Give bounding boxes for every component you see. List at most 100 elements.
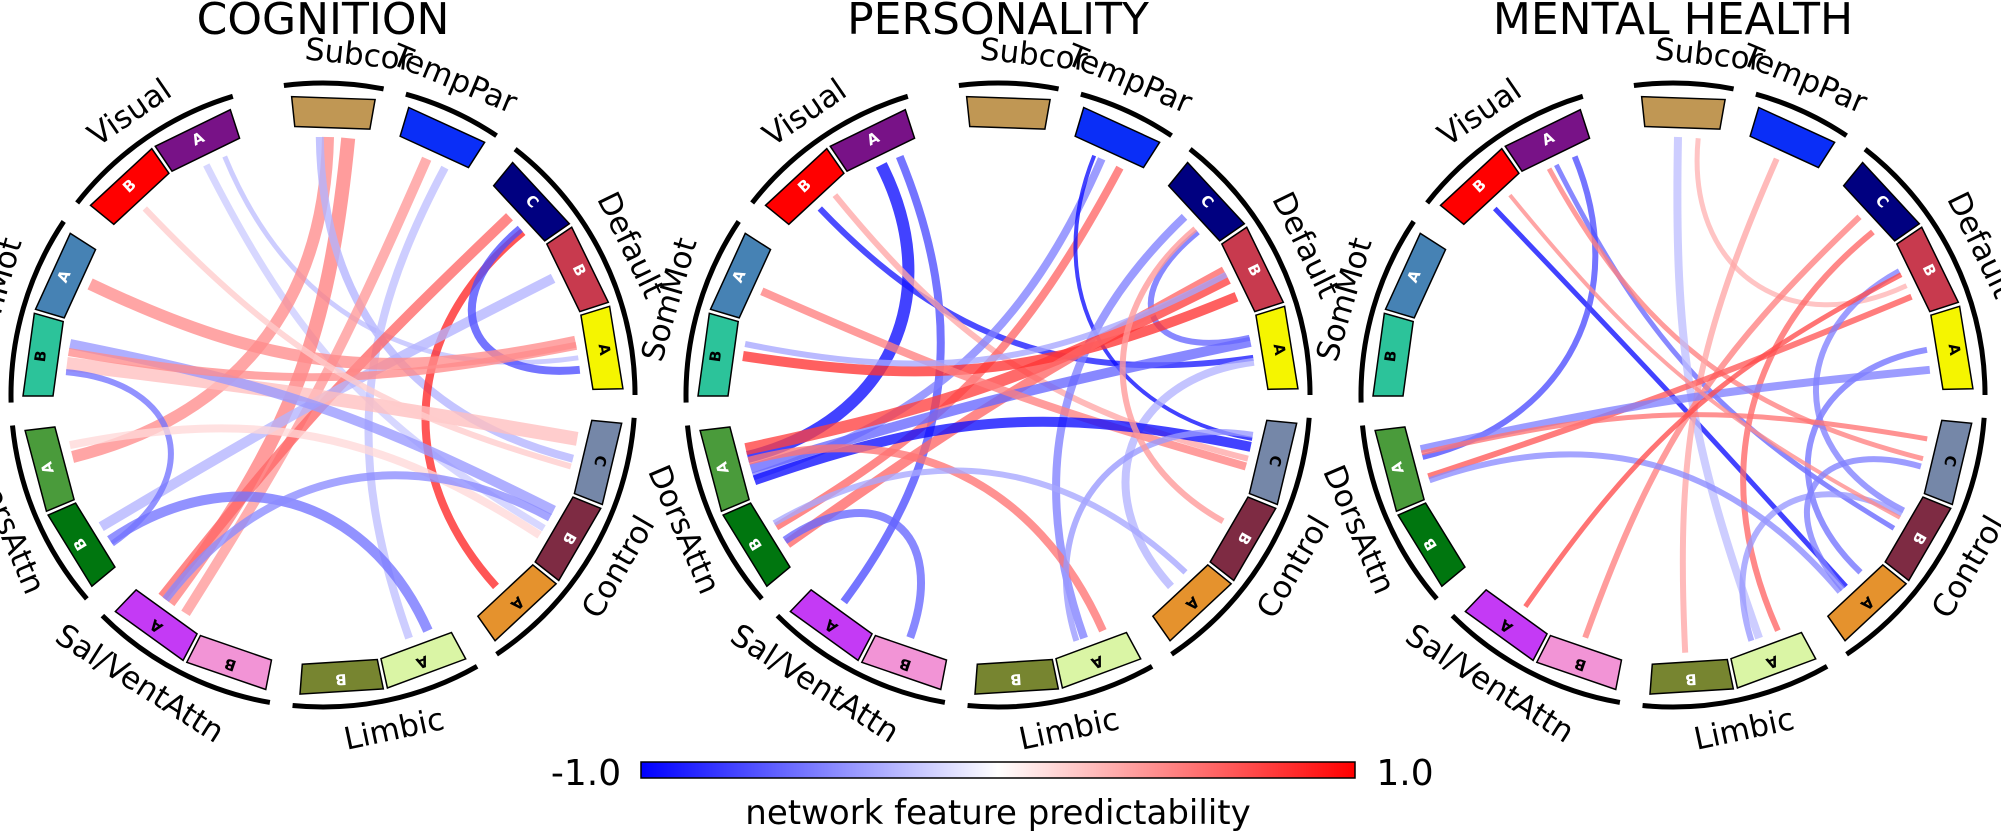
network-arc (1642, 664, 1829, 710)
network-temppar: TempPar (386, 37, 522, 169)
chord-default-a-to-control-a (1804, 346, 1928, 575)
block-sal-ventattn-b (185, 634, 273, 691)
network-arc (1845, 417, 1987, 657)
network-arc (1080, 91, 1173, 138)
network-arc (1450, 613, 1621, 705)
network-arc (513, 147, 638, 396)
block-sal-ventattn-b (860, 634, 948, 691)
network-temppar: TempPar (1736, 37, 1872, 169)
block-visual-b (89, 147, 170, 226)
block-dorsattn-b (722, 502, 791, 588)
network-arc (685, 425, 764, 601)
panel-title: MENTAL HEALTH (1493, 0, 1853, 45)
chord-dorsattn-a-to-control-b (69, 424, 542, 539)
colorbar-max-label: 1.0 (1376, 753, 1433, 794)
chord-temppar-to-dorsattn-b (774, 165, 1124, 531)
network-arc (683, 220, 741, 403)
chord-dorsattn-b-to-control-a (772, 467, 1188, 575)
chord-control-a-to-control-c (1803, 456, 1922, 592)
block-sal-ventattn-b (1535, 634, 1623, 691)
chord-dorsattn-b-to-sal-ventattn-b (782, 509, 925, 639)
block-limbic-a (1055, 631, 1142, 690)
chord-dorsattn-a-to-control-a (1428, 451, 1843, 594)
network-arc (1633, 80, 1735, 92)
chord-sal-ventattn-a-to-control-b (162, 471, 552, 602)
block-sommot-a (709, 232, 772, 319)
block-dorsattn-a (1374, 426, 1425, 513)
chord-sommot-b-to-default-b (744, 272, 1228, 367)
block-sommot-b (22, 312, 65, 397)
network-label-limbic: Limbic (341, 701, 448, 757)
block-default-b (545, 226, 610, 313)
network-arc (1360, 425, 1439, 601)
network-arc (1170, 417, 1312, 657)
network-subcor: Subcor (958, 31, 1089, 130)
block-control-c (1248, 419, 1298, 506)
network-arc (8, 220, 66, 403)
network-arc (1425, 93, 1584, 205)
panel-mental-health: MENTAL HEALTH SubcorTempParCBADefaultCBA… (1310, 0, 2001, 758)
block-label-sommot-b: B (706, 349, 725, 363)
chord-visual-b-to-control-c (142, 206, 572, 470)
block-control-b (1884, 496, 1952, 582)
chord-dorsattn-b-to-limbic-a (107, 491, 433, 633)
block-default-a (580, 305, 624, 391)
chord-sommot-b-to-default-a (67, 341, 578, 382)
block-label-default-a: A (1269, 342, 1289, 357)
block-label-sal-ventattn-b: B (222, 654, 239, 675)
block-visual-b (1439, 147, 1520, 226)
block-limbic-b (974, 658, 1060, 695)
block-default-c (1167, 161, 1246, 242)
block-dorsattn-a (699, 426, 750, 513)
block-sommot-b (697, 312, 740, 397)
block-temppar (399, 106, 486, 169)
network-subcor: Subcor (283, 31, 414, 130)
chord-default-c-to-limbic-a (1740, 229, 1875, 632)
block-default-a (1930, 305, 1974, 391)
network-arc (1755, 91, 1848, 138)
colorbar-min-label: -1.0 (551, 753, 621, 794)
colorbar: -1.0 1.0 network feature predictability (551, 753, 1434, 833)
network-arc (100, 613, 271, 705)
colorbar-title: network feature predictability (745, 793, 1250, 833)
block-label-control-c: C (1265, 454, 1285, 469)
chord-default-b-to-sommot-b (742, 292, 1239, 377)
chords (742, 154, 1255, 642)
colorbar-gradient (640, 761, 1356, 779)
block-dorsattn-b (47, 502, 116, 588)
network-arc (292, 664, 479, 710)
block-label-limbic-b: B (1685, 670, 1698, 689)
block-dorsattn-b (1396, 502, 1466, 588)
chord-visual-a-to-control-b (1554, 163, 1896, 531)
chord-subcor-to-limbic-a (1673, 136, 1763, 640)
block-label-sommot-b: B (1381, 349, 1400, 363)
block-visual-b (764, 147, 845, 226)
block-label-default-a: A (594, 342, 614, 357)
network-arc (405, 91, 498, 138)
panel-title: PERSONALITY (847, 0, 1149, 45)
block-control-c (573, 419, 623, 506)
block-label-default-a: A (1944, 342, 1964, 357)
network-label-temppar: TempPar (1061, 37, 1198, 121)
network-label-limbic: Limbic (1691, 701, 1798, 757)
network-arc (75, 93, 234, 205)
block-sommot-a (34, 232, 97, 319)
block-subcor (290, 95, 376, 130)
block-label-sommot-b: B (31, 349, 50, 363)
network-arc (775, 613, 946, 705)
block-visual-a (154, 108, 241, 173)
block-default-a (1255, 305, 1299, 391)
block-limbic-a (380, 631, 467, 690)
chord-default-a-to-dorsattn-a (1419, 365, 1931, 454)
block-sal-ventattn-a (789, 588, 874, 662)
block-sommot-b (1372, 312, 1415, 397)
chord-default-a-to-default-c (467, 225, 581, 375)
block-limbic-a (1730, 631, 1817, 690)
